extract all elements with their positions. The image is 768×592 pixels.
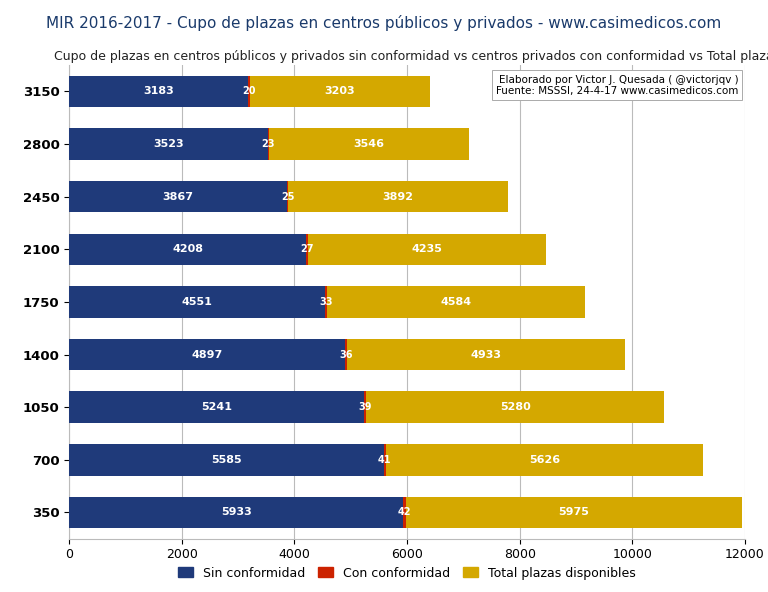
Bar	[345, 339, 347, 371]
Bar	[69, 339, 345, 371]
Bar	[267, 128, 269, 160]
Text: 33: 33	[319, 297, 333, 307]
Bar	[248, 76, 250, 107]
Text: 4933: 4933	[470, 349, 502, 359]
Text: 4208: 4208	[172, 244, 203, 255]
Bar	[69, 233, 306, 265]
Bar	[308, 233, 546, 265]
Bar	[69, 286, 326, 318]
Bar	[327, 286, 585, 318]
Bar	[386, 444, 703, 475]
Text: Elaborado por Victor J. Quesada ( @victorjqv )
Fuente: MSSSI, 24-4-17 www.casime: Elaborado por Victor J. Quesada ( @victo…	[496, 75, 738, 96]
Bar	[347, 339, 625, 371]
Text: 25: 25	[281, 192, 294, 202]
Bar	[364, 391, 366, 423]
Text: 3867: 3867	[163, 192, 194, 202]
Text: 4235: 4235	[412, 244, 442, 255]
Text: 5933: 5933	[221, 507, 252, 517]
Text: 39: 39	[359, 402, 372, 412]
Bar	[403, 497, 406, 528]
Text: 23: 23	[261, 139, 275, 149]
Text: MIR 2016-2017 - Cupo de plazas en centros públicos y privados - www.casimedicos.: MIR 2016-2017 - Cupo de plazas en centro…	[46, 15, 722, 31]
Bar	[69, 128, 267, 160]
Text: 3523: 3523	[153, 139, 184, 149]
Text: 5626: 5626	[529, 455, 560, 465]
Bar	[384, 444, 386, 475]
Text: 4897: 4897	[191, 349, 223, 359]
Bar	[69, 497, 403, 528]
Text: 41: 41	[378, 455, 392, 465]
Text: 4551: 4551	[182, 297, 213, 307]
Bar	[288, 181, 508, 213]
Text: 27: 27	[300, 244, 313, 255]
Text: 42: 42	[398, 507, 411, 517]
Bar	[306, 233, 308, 265]
Bar	[406, 497, 742, 528]
Bar	[69, 444, 384, 475]
Bar	[250, 76, 430, 107]
Text: 3546: 3546	[353, 139, 384, 149]
Text: 5241: 5241	[201, 402, 232, 412]
Text: 5585: 5585	[211, 455, 242, 465]
Bar	[269, 128, 468, 160]
Text: 5975: 5975	[558, 507, 589, 517]
Text: 4584: 4584	[441, 297, 472, 307]
Text: 3183: 3183	[144, 86, 174, 96]
Bar	[326, 286, 327, 318]
Text: 3203: 3203	[324, 86, 355, 96]
Bar	[366, 391, 664, 423]
Text: Cupo de plazas en centros públicos y privados sin conformidad vs centros privado: Cupo de plazas en centros públicos y pri…	[54, 50, 768, 63]
Text: 3892: 3892	[382, 192, 413, 202]
Text: 20: 20	[242, 86, 256, 96]
Text: 5280: 5280	[500, 402, 531, 412]
Legend: Sin conformidad, Con conformidad, Total plazas disponibles: Sin conformidad, Con conformidad, Total …	[174, 562, 641, 584]
Bar	[69, 391, 364, 423]
Text: 36: 36	[339, 349, 353, 359]
Bar	[69, 181, 287, 213]
Bar	[69, 76, 248, 107]
Bar	[287, 181, 288, 213]
